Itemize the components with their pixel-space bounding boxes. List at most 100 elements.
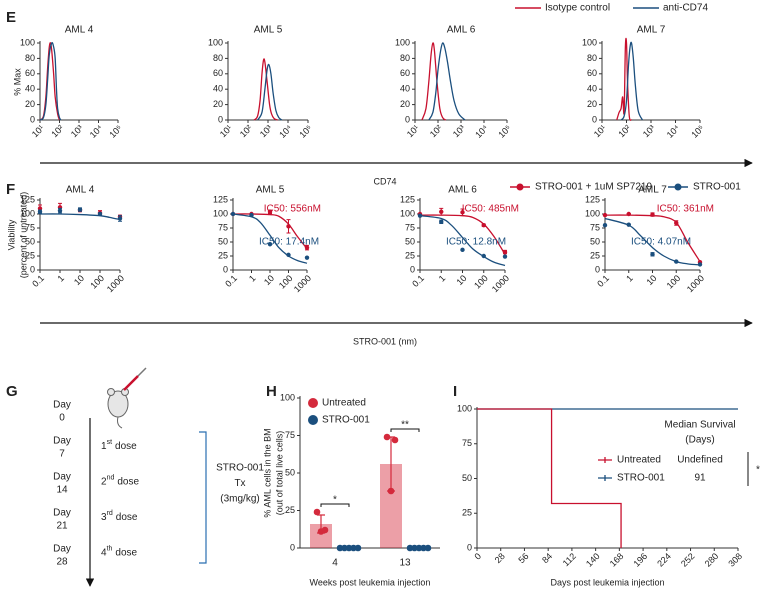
significance-bracket [390, 428, 420, 432]
y-tick-label: 125 [400, 194, 415, 204]
x-tick-label: 10⁴ [665, 123, 682, 140]
day-label: Day [53, 508, 71, 519]
table-value: Undefined [677, 455, 723, 466]
x-tick-label: 1 [437, 273, 448, 284]
fit-curve [419, 215, 506, 267]
data-point [650, 252, 655, 257]
dose-word: dose [117, 476, 139, 487]
data-point [304, 245, 310, 250]
y-tick-label: 25 [405, 250, 415, 260]
x-axis-label: Days post leukemia injection [550, 577, 664, 587]
y-tick-label: 0 [410, 264, 415, 274]
y-tick-label: 80 [25, 53, 35, 63]
plot-title: AML 4 [65, 25, 94, 36]
y-tick-label: 100 [400, 208, 415, 218]
y-tick-label: 100 [213, 208, 228, 218]
y-axis-label: % AML cells in the BM [262, 428, 272, 517]
data-point [313, 508, 321, 516]
x-tick-label: 10⁵ [297, 123, 314, 140]
x-tick-label: 10¹ [592, 123, 608, 139]
x-tick-label: 1 [55, 273, 66, 284]
y-tick-label: 20 [213, 99, 223, 109]
panel-label: E [6, 9, 16, 26]
x-axis-label: STRO-001 (nm) [353, 336, 417, 346]
histogram-line [428, 42, 466, 121]
y-tick-label: 60 [587, 68, 597, 78]
x-tick-label: 10² [49, 123, 65, 139]
panel-label: G [6, 383, 18, 400]
day-label: Day [53, 544, 71, 555]
data-point [57, 208, 63, 213]
data-point [602, 212, 608, 218]
y-tick-label: 50 [285, 467, 295, 477]
y-axis-label: (percent of untreated) [18, 192, 28, 279]
x-tick-label: 10³ [69, 123, 85, 139]
fit-curve [232, 213, 308, 264]
significance-label: * [756, 465, 760, 476]
ic50-label: IC50: 12.8nM [446, 237, 506, 248]
plot-title: AML 6 [448, 185, 477, 196]
x-tick-label: 224 [655, 551, 673, 569]
x-tick-label: 0.1 [410, 273, 426, 289]
x-tick-label: 10 [262, 273, 276, 287]
data-point [439, 219, 444, 225]
y-tick-label: 80 [587, 53, 597, 63]
day-label: Day [53, 436, 71, 447]
plot-title: AML 4 [66, 185, 95, 196]
x-axis-label: CD74 [373, 176, 396, 186]
x-tick-label: 10⁴ [277, 123, 294, 140]
table-value: 91 [694, 473, 706, 484]
y-tick-label: 0 [592, 114, 597, 124]
y-tick-label: 0 [223, 264, 228, 274]
x-tick-label: 10¹ [218, 123, 234, 139]
data-point [502, 249, 508, 255]
x-tick-label: 10⁴ [473, 123, 490, 140]
y-tick-label: 100 [457, 403, 472, 413]
x-tick-label: 13 [399, 558, 411, 569]
x-tick-label: 1 [624, 273, 635, 284]
data-point [424, 544, 432, 552]
x-tick-label: 112 [561, 551, 578, 568]
data-point [97, 211, 103, 217]
data-point [230, 211, 236, 217]
day-label: 28 [56, 557, 68, 568]
y-tick-label: 75 [590, 222, 600, 232]
y-tick-label: 75 [218, 222, 228, 232]
dose-suffix: st [107, 439, 113, 446]
y-tick-label: 20 [587, 99, 597, 109]
x-tick-label: 0.1 [595, 273, 611, 289]
y-tick-label: 25 [590, 250, 600, 260]
y-axis-label: (out of total live cells) [274, 431, 284, 516]
y-tick-label: 100 [208, 37, 223, 47]
fit-curve [39, 213, 121, 221]
x-axis-label: Weeks post leukemia injection [310, 577, 431, 587]
y-tick-label: 40 [213, 84, 223, 94]
legend-label: Untreated [617, 455, 661, 466]
y-tick-label: 100 [280, 392, 295, 402]
histogram-line [620, 41, 644, 121]
data-point [626, 211, 631, 217]
x-tick-label: 100 [665, 273, 683, 291]
legend-label: anti-CD74 [663, 3, 708, 14]
y-axis-label: % Max [12, 68, 22, 96]
x-tick-label: 196 [631, 551, 649, 569]
x-tick-label: 10⁵ [496, 123, 513, 140]
survival-curve [477, 408, 622, 548]
dose-suffix: th [107, 545, 113, 552]
data-point [304, 255, 310, 260]
x-tick-label: 10³ [641, 123, 657, 139]
data-point [481, 253, 486, 259]
plot-title: AML 7 [637, 25, 666, 36]
x-tick-label: 0 [472, 551, 483, 562]
y-tick-label: 20 [400, 99, 410, 109]
x-tick-label: 10³ [451, 123, 467, 139]
dose-number: 2 [101, 476, 107, 487]
panel-label: F [6, 181, 15, 198]
histogram-line [421, 42, 447, 121]
x-tick-label: 0.1 [223, 273, 239, 289]
data-point [383, 433, 391, 441]
y-tick-label: 60 [400, 68, 410, 78]
x-tick-label: 10² [428, 123, 444, 139]
data-point [602, 223, 608, 228]
